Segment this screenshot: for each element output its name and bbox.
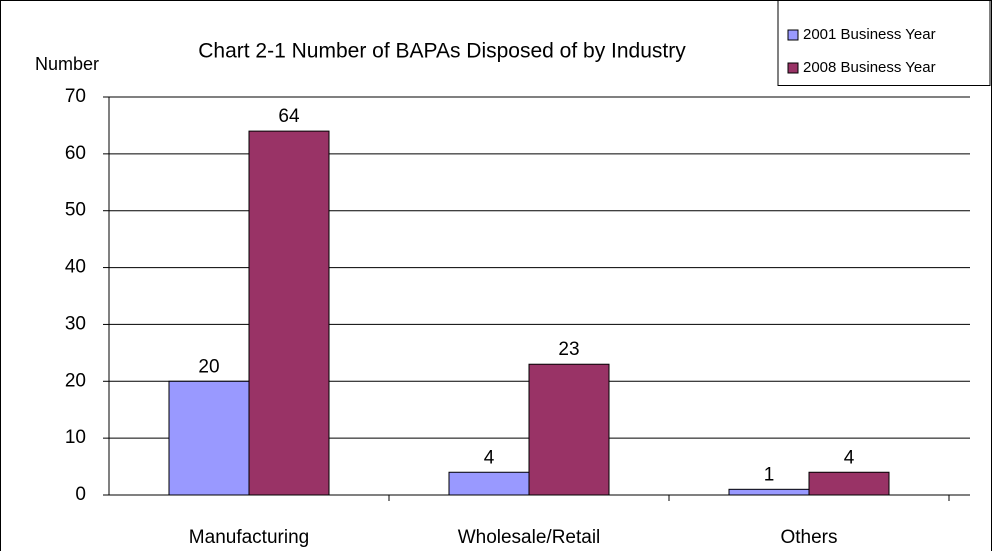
value-label: 4 <box>844 447 855 468</box>
value-label: 64 <box>278 106 300 127</box>
value-label: 1 <box>764 464 775 485</box>
bar <box>808 471 890 496</box>
legend-swatch <box>787 29 799 41</box>
value-label: 20 <box>198 356 219 377</box>
bar <box>248 130 330 496</box>
x-tick-label: Wholesale/Retail <box>458 527 601 548</box>
bar <box>728 488 810 496</box>
y-axis-label: Number <box>35 54 99 74</box>
y-tick-label: 20 <box>65 370 86 391</box>
x-tick-label: Others <box>780 527 837 548</box>
bar <box>528 363 610 496</box>
x-tick-label: Manufacturing <box>189 527 309 548</box>
legend-swatch <box>787 62 799 74</box>
y-tick-label: 50 <box>65 200 86 221</box>
value-label: 4 <box>484 447 495 468</box>
y-tick-label: 10 <box>65 427 86 448</box>
y-tick-label: 40 <box>65 257 86 278</box>
legend-label: 2001 Business Year <box>803 26 936 43</box>
value-label: 23 <box>558 339 579 360</box>
chart-title: Chart 2-1 Number of BAPAs Disposed of by… <box>198 40 686 63</box>
legend-label: 2008 Business Year <box>803 59 936 76</box>
y-tick-label: 0 <box>75 484 86 505</box>
bar <box>168 380 250 496</box>
y-tick-label: 30 <box>65 313 86 334</box>
y-tick-label: 70 <box>65 86 86 107</box>
y-tick-label: 60 <box>65 143 86 164</box>
legend-box <box>777 0 991 86</box>
bar <box>448 471 530 496</box>
